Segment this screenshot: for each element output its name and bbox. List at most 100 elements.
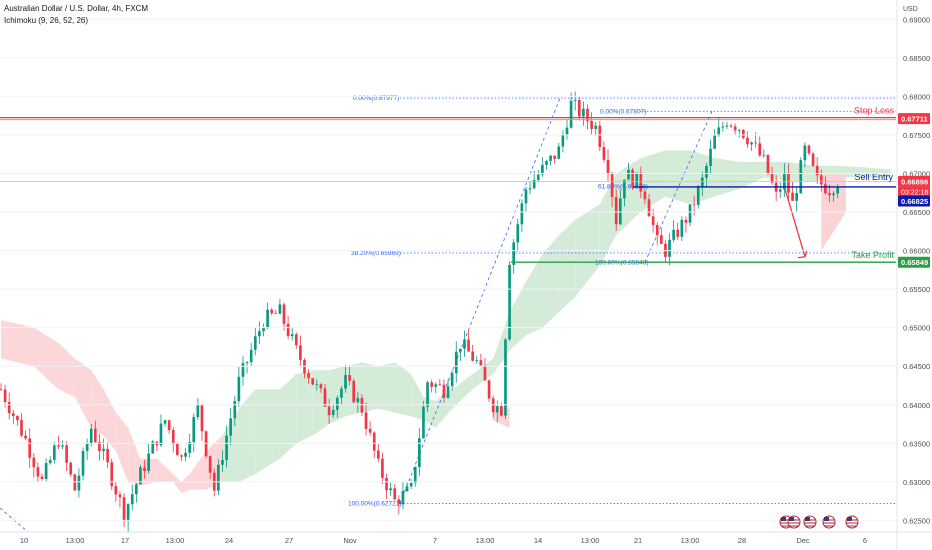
candle-body <box>643 191 647 200</box>
indicator-legend[interactable]: Ichimoku (9, 26, 52, 26) <box>4 16 89 25</box>
candle-body <box>118 494 122 498</box>
stop-loss-price-tag-bg <box>898 113 930 125</box>
economic-event-flags[interactable] <box>779 515 859 529</box>
time-tick-label: Nov <box>343 536 357 545</box>
cloud-segment <box>189 451 207 490</box>
candle-body <box>721 126 725 128</box>
cloud-segment <box>665 150 691 205</box>
fib-level-label: 100.00%(0.62721) <box>348 500 402 507</box>
sell-entry-price-tag: 0.66825 <box>901 197 928 206</box>
candle-body <box>266 309 269 328</box>
cloud-segment <box>509 281 526 351</box>
cloud-segment <box>181 474 190 494</box>
candle-body <box>409 483 413 487</box>
candle-body <box>717 127 721 136</box>
candle-body <box>680 219 684 237</box>
cloud-segment <box>739 161 764 189</box>
us-flag-icon[interactable] <box>803 515 817 529</box>
take-profit-label: Take Profit <box>851 250 894 260</box>
time-tick-label: 27 <box>285 536 293 545</box>
cloud-segment <box>616 158 641 236</box>
candle-body <box>569 100 573 128</box>
candle-body <box>180 455 183 457</box>
take-profit-price-tag: 0.65849 <box>901 258 928 267</box>
candle-body <box>491 398 495 413</box>
candle-body <box>171 430 175 445</box>
candle-body <box>57 445 60 447</box>
candle-body <box>590 120 593 129</box>
current-price-tag-bg <box>898 175 930 187</box>
candle-body <box>393 488 397 500</box>
price-tick-label: 0.67500 <box>903 131 930 140</box>
candle-body <box>495 406 499 413</box>
candle-body <box>573 100 577 101</box>
candle-body <box>602 146 606 160</box>
trade-levels: Stop Loss Sell Entry Take Profit <box>0 106 896 263</box>
candle-body <box>729 125 733 127</box>
candle-body <box>557 146 561 159</box>
candle-body <box>627 169 630 180</box>
cloud-segment <box>452 373 473 409</box>
candle-body <box>463 339 466 349</box>
cloud-segment <box>378 362 395 413</box>
candle-body <box>20 420 23 436</box>
us-flag-icon[interactable] <box>845 515 859 529</box>
time-tick-label: 21 <box>634 536 642 545</box>
candle-body <box>258 331 261 337</box>
candle-body <box>586 108 589 121</box>
candle-body <box>229 418 233 436</box>
candle-body <box>799 160 803 194</box>
candle-body <box>397 499 401 505</box>
candle-body <box>545 160 548 165</box>
candle-body <box>725 125 729 127</box>
time-tick-label: 14 <box>534 536 542 545</box>
price-tick-label: 0.67000 <box>903 169 930 178</box>
time-axis[interactable]: 10 13:00 17 13:00 24 27 Nov 7 13:00 14 13:00 21 13:0… <box>20 536 867 545</box>
us-flag-icon[interactable] <box>822 515 836 529</box>
candle-body <box>659 235 663 244</box>
price-tick-label: 0.65000 <box>903 324 930 333</box>
candle-body <box>130 494 134 505</box>
candle-body <box>147 453 150 472</box>
candle-body <box>655 225 659 236</box>
candle-body <box>746 137 749 145</box>
cloud-segment <box>91 370 104 436</box>
candle-body <box>442 384 446 398</box>
candle-body <box>348 375 351 381</box>
candle-body <box>192 417 196 443</box>
candle-body <box>315 384 319 386</box>
cloud-segment <box>361 362 379 413</box>
us-flag-icon[interactable] <box>787 515 801 529</box>
candle-body <box>135 484 138 495</box>
cloud-segment <box>296 370 313 444</box>
candle-body <box>508 264 511 340</box>
candle-body <box>368 428 372 433</box>
candle-body <box>98 442 101 452</box>
candle-body <box>766 154 770 174</box>
candle-body <box>335 397 339 410</box>
candle-body <box>631 169 634 187</box>
price-tick-label: 0.69000 <box>903 15 930 24</box>
candle-body <box>807 145 811 154</box>
cloud-segment <box>238 389 256 482</box>
time-tick-label: 13:00 <box>681 536 700 545</box>
candle-body <box>36 467 40 477</box>
candle-body <box>81 451 85 476</box>
candle-body <box>742 129 745 138</box>
fib-trend-line <box>399 98 561 504</box>
candle-body <box>791 192 794 201</box>
current-price-tag: 0.66898 <box>901 177 928 186</box>
candle-body <box>208 456 212 473</box>
candle-body <box>69 462 73 475</box>
time-tick-label: 6 <box>863 536 867 545</box>
candle-body <box>106 448 109 463</box>
cloud-segment <box>156 458 174 482</box>
price-axis[interactable]: 0.69000 0.68500 0.68000 0.67500 0.67000 0.665… <box>0 15 930 525</box>
candle-body <box>582 108 585 117</box>
candle-body <box>512 242 516 265</box>
candle-body <box>811 153 815 166</box>
candle-body <box>151 441 155 454</box>
symbol-title[interactable]: Australian Dollar / U.S. Dollar, 4h, FXC… <box>4 4 149 13</box>
fib-level-label: 38.20%(0.65969) <box>351 250 401 257</box>
